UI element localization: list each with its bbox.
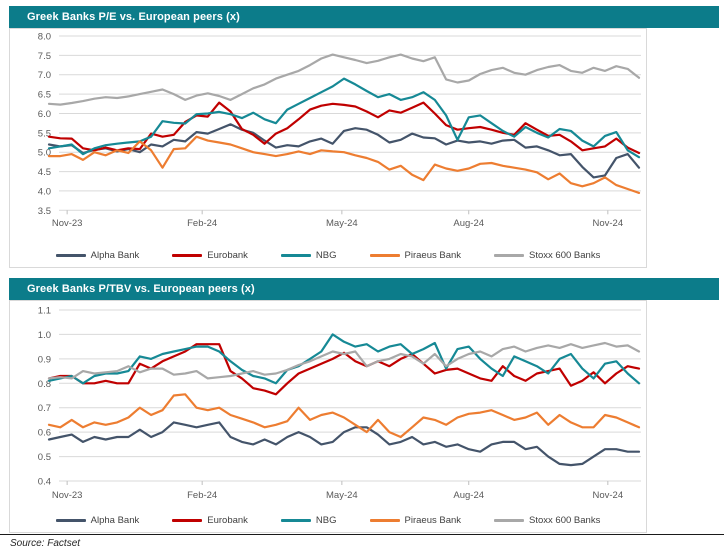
legend-label: Stoxx 600 Banks [529, 514, 601, 526]
y-axis-tick-label: 0.9 [38, 354, 51, 365]
x-axis-tick-label: Nov-23 [52, 490, 83, 501]
y-axis-tick-label: 1.1 [38, 306, 51, 317]
y-axis-tick-label: 8.0 [38, 32, 51, 43]
series-line-nbg [47, 333, 641, 385]
pe-chart-title-bar: Greek Banks P/E vs. European peers (x) [9, 6, 719, 28]
y-axis-tick-label: 4.0 [38, 186, 51, 197]
y-axis-tick-label: 4.5 [38, 167, 51, 178]
y-axis-tick-label: 0.5 [38, 452, 51, 463]
series-line-piraeus-bank [47, 393, 641, 439]
x-axis-tick-label: Aug-24 [453, 218, 484, 229]
piraeus-bank-line-swatch [369, 518, 400, 522]
series-line-nbg [47, 77, 641, 159]
y-axis-tick-label: 5.0 [38, 148, 51, 159]
y-axis-tick-label: 6.0 [38, 109, 51, 120]
legend-label: Eurobank [207, 514, 248, 526]
eurobank-line-swatch [172, 253, 203, 257]
footer-divider [0, 534, 724, 535]
x-axis-tick-label: Nov-24 [593, 490, 624, 501]
ptbv-chart-legend: Alpha Bank Eurobank NBG Piraeus Bank Stoxx 6… [10, 513, 646, 527]
pe-chart-box: 8.0 7.5 7.0 6.5 6.0 5.5 5.0 4.5 4.0 3.5 Nov-23 Feb-… [9, 28, 647, 268]
pe-chart-legend: Alpha Bank Eurobank NBG Piraeus Bank Stoxx 6… [10, 248, 646, 262]
legend-label: NBG [315, 249, 337, 261]
legend-label: Piraeus Bank [404, 514, 462, 526]
y-axis-tick-label: 0.7 [38, 403, 51, 414]
alpha-bank-line-swatch [55, 253, 86, 257]
series-line-eurobank [47, 343, 641, 396]
y-axis-tick-label: 7.5 [38, 51, 51, 62]
series-line-stoxx-600-banks [47, 53, 641, 106]
legend-item-stoxx-600-banks: Stoxx 600 Banks [494, 515, 600, 526]
ptbv-chart-box: 1.1 1.0 0.9 0.8 0.7 0.6 0.5 0.4 Nov-23 Feb-24 May-… [9, 300, 647, 533]
x-axis-tick-label: Nov-23 [52, 218, 83, 229]
eurobank-line-swatch [172, 518, 203, 522]
y-axis-tick-label: 0.8 [38, 379, 51, 390]
y-axis-tick-label: 6.5 [38, 90, 51, 101]
stoxx-600-banks-line-swatch [494, 518, 525, 522]
legend-item-piraeus-bank: Piraeus Bank [369, 249, 462, 261]
y-axis-tick-label: 0.6 [38, 428, 51, 439]
legend-item-eurobank: Eurobank [172, 250, 248, 261]
x-axis-tick-label: Feb-24 [187, 490, 217, 501]
legend-item-piraeus-bank: Piraeus Bank [369, 514, 462, 526]
ptbv-chart-title-bar: Greek Banks P/TBV vs. European peers (x) [9, 278, 719, 300]
source-note: Source: Factset [10, 538, 81, 549]
series-line-stoxx-600-banks [47, 341, 641, 380]
legend-item-eurobank: Eurobank [172, 515, 248, 526]
series-line-piraeus-bank [47, 135, 641, 194]
series-line-eurobank [47, 101, 641, 155]
x-axis-tick-label: Feb-24 [187, 218, 217, 229]
legend-item-alpha-bank: Alpha Bank [55, 249, 140, 261]
y-axis-tick-label: 7.0 [38, 70, 51, 81]
legend-label: Piraeus Bank [404, 249, 462, 261]
y-axis-tick-label: 3.5 [38, 206, 51, 217]
x-axis-tick-label: Aug-24 [453, 490, 484, 501]
alpha-bank-line-swatch [55, 518, 86, 522]
legend-item-stoxx-600-banks: Stoxx 600 Banks [494, 250, 600, 261]
legend-item-nbg: NBG [280, 514, 337, 526]
legend-item-alpha-bank: Alpha Bank [55, 514, 140, 526]
series-line-alpha-bank [47, 123, 641, 179]
y-axis-tick-label: 5.5 [38, 128, 51, 139]
nbg-line-swatch [280, 518, 311, 522]
y-axis-tick-label: 1.0 [38, 330, 51, 341]
series-line-alpha-bank [47, 421, 641, 467]
legend-label: Eurobank [207, 249, 248, 261]
x-axis-tick-label: Nov-24 [593, 218, 624, 229]
legend-label: Alpha Bank [90, 514, 140, 526]
x-axis-tick-label: May-24 [326, 490, 358, 501]
legend-label: NBG [315, 514, 337, 526]
y-axis-tick-label: 0.4 [38, 477, 51, 488]
stoxx-600-banks-line-swatch [494, 253, 525, 257]
legend-label: Alpha Bank [90, 249, 140, 261]
legend-item-nbg: NBG [280, 249, 337, 261]
piraeus-bank-line-swatch [369, 253, 400, 257]
x-axis-tick-label: May-24 [326, 218, 358, 229]
nbg-line-swatch [280, 253, 311, 257]
legend-label: Stoxx 600 Banks [529, 249, 601, 261]
